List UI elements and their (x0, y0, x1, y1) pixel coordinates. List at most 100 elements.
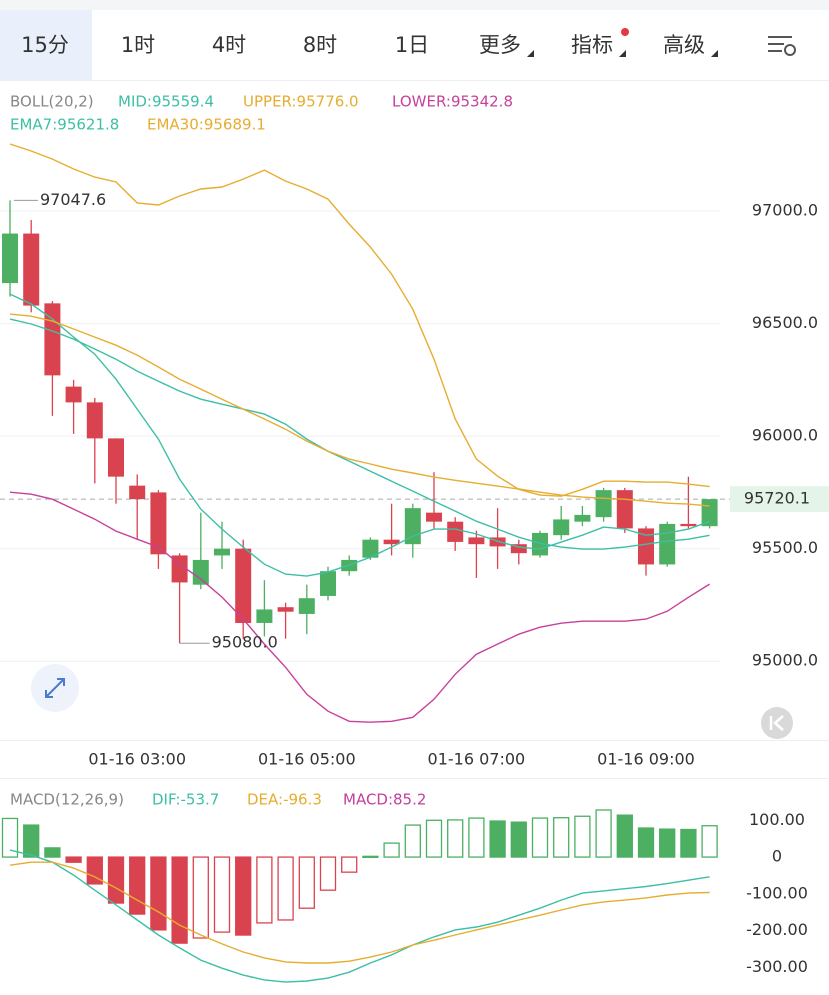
macd-bar (616, 814, 633, 858)
macd-bar (86, 856, 103, 885)
macd-bar (44, 847, 61, 858)
indicator-title: BOLL(20,2) (10, 93, 94, 111)
indicator-line (9, 491, 710, 723)
candle-body (192, 559, 209, 585)
candle-body (553, 519, 570, 536)
candle-body (86, 402, 103, 439)
indicator-value: DEA:-96.3 (247, 791, 322, 809)
macd-bar (256, 856, 273, 924)
indicator-value: UPPER:95776.0 (243, 93, 359, 111)
macd-bar (1, 817, 19, 858)
candle-body (320, 571, 336, 596)
tab[interactable]: 1时 (121, 33, 155, 57)
candle-body (214, 548, 230, 556)
macd-bar (341, 856, 358, 873)
last-price-label: 95720.1 (744, 489, 810, 508)
macd-bar (637, 827, 655, 858)
candle-body (298, 598, 315, 614)
macd-bar (192, 856, 209, 939)
high-label: 97047.6 (40, 190, 106, 209)
candle-body (616, 490, 633, 529)
y-tick-label: 0 (772, 847, 782, 866)
expand-button[interactable] (31, 664, 79, 712)
settings-icon[interactable] (768, 36, 796, 56)
tab[interactable]: 指标 (571, 33, 613, 57)
macd-bar (701, 825, 718, 858)
y-tick-label: 95500.0 (752, 538, 818, 557)
macd-bar (489, 820, 506, 858)
candle-body (510, 544, 527, 554)
macd-bar (150, 856, 167, 931)
low-label: 95080.0 (212, 633, 278, 652)
rewind-icon (769, 715, 784, 731)
candle-body (362, 539, 379, 558)
indicator-value: DIF:-53.7 (152, 791, 219, 809)
candle-body (638, 528, 654, 565)
indicator-line (9, 318, 710, 550)
candle-body (235, 548, 252, 623)
indicator-value: MID:95559.4 (118, 93, 214, 111)
candle-body (468, 537, 485, 545)
tab[interactable]: 15分 (21, 33, 69, 57)
rewind-button[interactable] (761, 707, 793, 739)
button-bg (761, 707, 793, 739)
indicator-value: MACD:85.2 (343, 791, 426, 809)
active-tab-bg (0, 10, 92, 80)
macd-bar (171, 856, 188, 944)
indicator-line (9, 313, 710, 507)
macd-bar (574, 815, 591, 858)
candle-body (171, 555, 188, 583)
candle-body (277, 607, 294, 612)
macd-bar (298, 856, 315, 909)
tab[interactable]: 8时 (303, 33, 337, 57)
y-tick-label: 97000.0 (752, 201, 818, 220)
tab-bar: 15分 1时 4时 8时 1日 更多 指标 高级 (0, 10, 705, 80)
panel-divider (0, 778, 829, 779)
indicator-line (9, 143, 710, 497)
y-tick-label: -300.00 (746, 957, 808, 976)
macd-bar (659, 828, 676, 858)
macd-bar (447, 819, 464, 858)
candle-body (447, 521, 464, 542)
y-tick-label: 96000.0 (752, 426, 818, 445)
y-tick-label: 95000.0 (752, 651, 818, 670)
candle-body (595, 490, 612, 518)
macd-bar (362, 855, 379, 858)
macd-bar (213, 856, 231, 933)
y-tick-label: 100.00 (749, 810, 805, 829)
indicator-title: MACD(12,26,9) (10, 791, 124, 809)
candle-body (108, 438, 124, 477)
y-tick-label: 96500.0 (752, 313, 818, 332)
candle-body (680, 523, 697, 527)
candle-body (701, 499, 718, 527)
icon-gear (784, 44, 796, 56)
macd-bar (107, 856, 125, 904)
candle-body (2, 233, 18, 284)
macd-bar (510, 821, 527, 858)
indicator-value: EMA30:95689.1 (147, 116, 266, 134)
macd-bar (531, 817, 549, 858)
x-tick-label: 01-16 07:00 (428, 750, 526, 769)
tab[interactable]: 更多 (479, 33, 521, 57)
expand-icon (45, 678, 65, 698)
axis-divider (0, 740, 829, 741)
indicator-line (9, 293, 710, 577)
y-tick-label: -100.00 (746, 883, 808, 902)
candle-body (150, 492, 167, 555)
tab[interactable]: 1日 (395, 33, 429, 57)
macd-bar (425, 819, 443, 858)
macd-line (9, 849, 710, 983)
tab[interactable]: 4时 (212, 33, 246, 57)
tab[interactable]: 高级 (663, 33, 705, 57)
dropdown-arrow (619, 50, 626, 57)
candle-body (532, 532, 548, 556)
dropdown-arrow (527, 50, 534, 57)
macd-bar (23, 824, 40, 858)
macd-bar (468, 817, 485, 858)
last-price-tag (730, 486, 829, 513)
x-tick-label: 01-16 09:00 (597, 750, 695, 769)
macd-bar (595, 809, 612, 858)
candle-body (23, 233, 40, 306)
candle-body (574, 514, 591, 522)
